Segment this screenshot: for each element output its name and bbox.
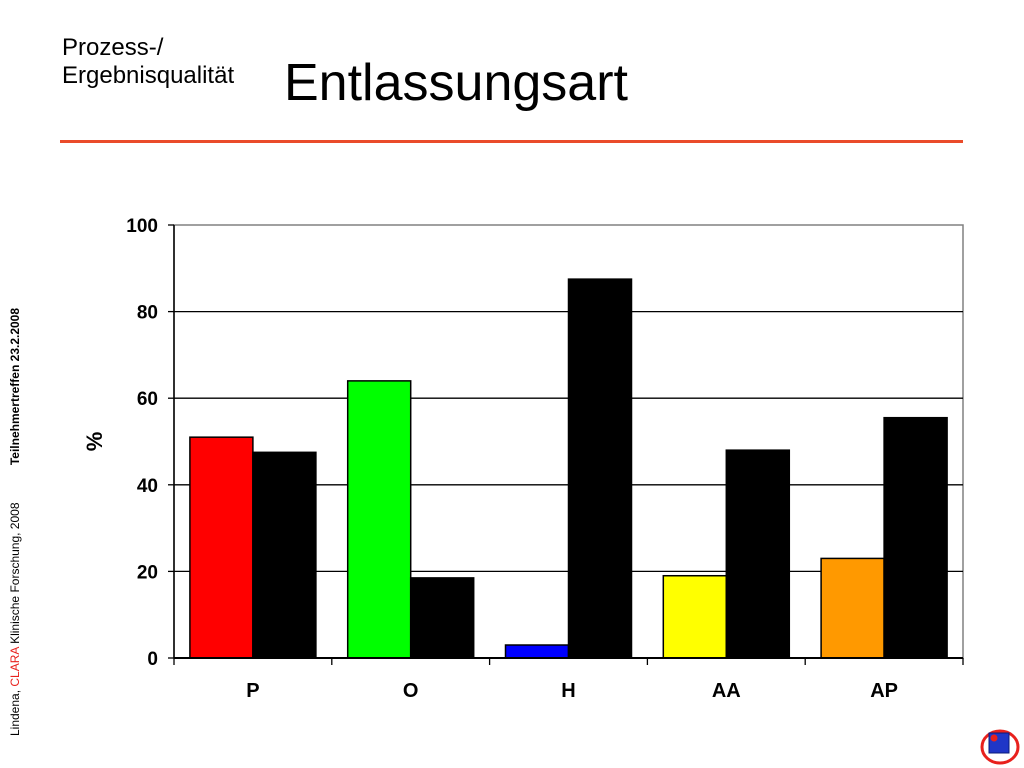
y-tick-label: 20 <box>137 562 158 583</box>
x-tick-label: O <box>403 680 419 702</box>
bar-p-2 <box>252 451 317 659</box>
bar-p-1 <box>189 436 254 659</box>
y-tick-label: 60 <box>137 389 158 410</box>
bar-aa-1 <box>662 574 728 659</box>
subtitle-line-2: Ergebnisqualität <box>62 61 235 89</box>
bar-ap-1 <box>820 557 885 659</box>
x-tick-label: H <box>561 680 575 702</box>
y-tick-label: 80 <box>137 303 158 324</box>
title-divider <box>60 140 963 143</box>
bar-o-1 <box>346 380 412 659</box>
y-tick-label: 40 <box>137 476 158 497</box>
clara-logo <box>980 729 1020 765</box>
x-tick-label: P <box>246 680 259 702</box>
bar-o-2 <box>409 577 475 659</box>
bar-h-2 <box>567 278 633 659</box>
subtitle-line-1: Prozess-/ <box>62 34 164 61</box>
x-tick-label: AP <box>870 680 898 702</box>
bar-aa-2 <box>725 449 791 659</box>
y-tick-label: 100 <box>126 216 158 237</box>
y-axis-label: % <box>82 432 107 452</box>
bar-ap-2 <box>883 416 948 659</box>
y-tick-label: 0 <box>147 649 158 670</box>
slide-title: Entlassungsart <box>284 54 628 112</box>
slide-subtitle: Prozess-/ Ergebnisqualität <box>62 34 234 89</box>
x-tick-label: AA <box>712 680 741 702</box>
bar-h-1 <box>504 644 570 659</box>
